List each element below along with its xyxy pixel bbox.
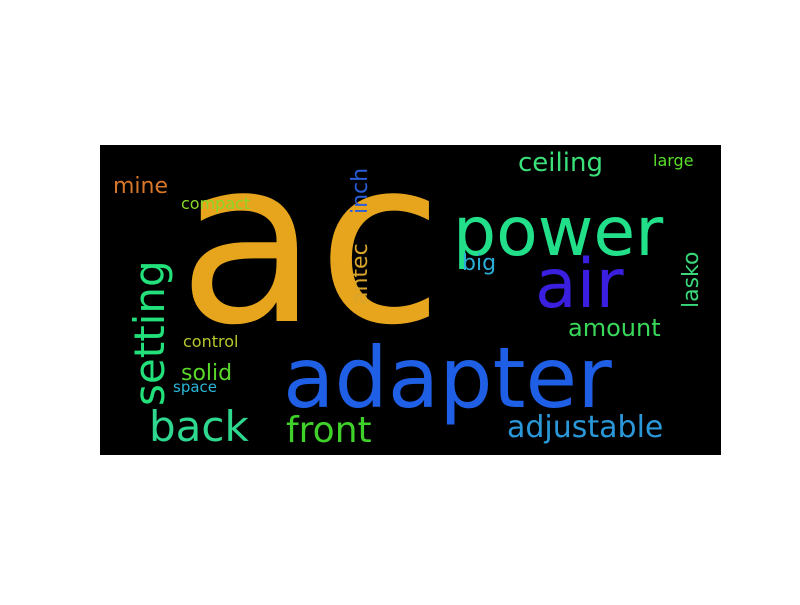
word-setting: setting xyxy=(125,260,174,406)
word-back: back xyxy=(149,402,249,451)
word-ac: ac xyxy=(178,109,443,375)
word-inch: inch xyxy=(348,168,373,214)
word-amount: amount xyxy=(568,314,661,342)
word-power: power xyxy=(453,193,663,272)
word-air: air xyxy=(535,245,624,324)
word-lasko: lasko xyxy=(679,252,704,308)
word-large: large xyxy=(653,151,694,170)
word-control: control xyxy=(183,332,238,351)
word-big: big xyxy=(462,251,496,276)
word-mine: mine xyxy=(113,174,168,199)
word-space: space xyxy=(173,378,217,396)
word-solid: solid xyxy=(181,361,232,386)
word-compact: compact xyxy=(181,194,250,213)
word-antec: antec xyxy=(348,243,373,305)
word-cloud-background xyxy=(100,145,721,455)
word-adapter: adapter xyxy=(283,329,612,427)
word-ceiling: ceiling xyxy=(518,148,603,178)
word-adjustable: adjustable xyxy=(507,410,663,445)
word-front: front xyxy=(286,410,372,451)
